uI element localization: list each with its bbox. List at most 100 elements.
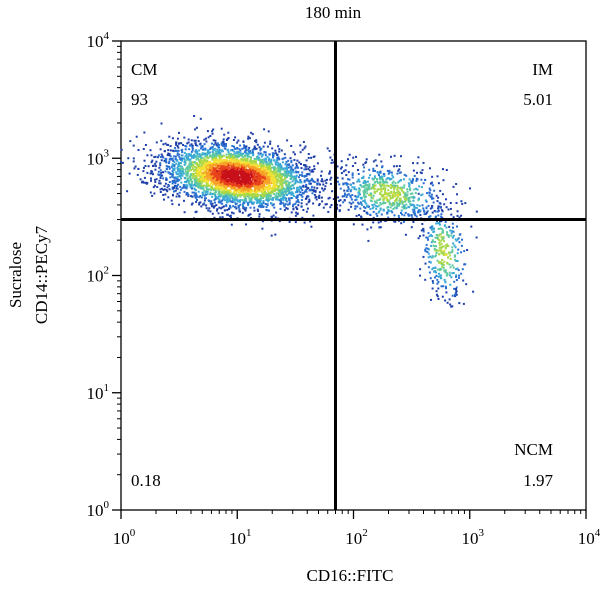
density-dot	[237, 194, 240, 197]
density-dot	[169, 173, 172, 176]
density-dot	[244, 167, 247, 169]
density-dot	[293, 187, 295, 190]
density-dot	[431, 175, 434, 178]
density-dot	[149, 191, 152, 194]
density-dot	[242, 167, 245, 169]
density-dot	[358, 187, 360, 190]
density-dot	[303, 174, 306, 177]
density-dot	[409, 200, 412, 203]
density-dot	[314, 196, 317, 199]
density-dot	[186, 177, 189, 180]
density-dot	[205, 190, 208, 193]
density-dot	[439, 240, 442, 243]
density-dot	[356, 205, 359, 208]
density-dot	[362, 200, 365, 203]
density-dot	[435, 254, 437, 257]
density-dot	[339, 187, 342, 190]
density-dot	[346, 189, 349, 192]
density-dot	[398, 165, 401, 167]
density-dot	[419, 214, 422, 216]
density-dot	[261, 190, 264, 193]
density-dot	[282, 199, 285, 202]
density-dot	[445, 287, 447, 290]
density-dot	[203, 138, 206, 141]
density-dot	[215, 209, 218, 212]
density-dot	[373, 175, 376, 178]
density-dot	[280, 164, 283, 167]
density-dot	[427, 232, 430, 235]
density-dot	[430, 193, 433, 196]
density-dot	[420, 172, 423, 175]
density-dot	[198, 165, 201, 168]
density-dot	[198, 196, 201, 199]
density-dot	[243, 190, 245, 193]
density-dot	[188, 154, 191, 157]
density-dot	[222, 173, 224, 176]
density-dot	[393, 195, 396, 198]
density-dot	[401, 189, 403, 192]
density-dot	[364, 201, 367, 204]
density-dot	[237, 175, 240, 178]
density-dot	[220, 207, 223, 210]
density-dot	[190, 155, 193, 158]
density-dot	[348, 153, 351, 156]
density-dot	[200, 164, 203, 167]
density-dot	[388, 178, 391, 181]
density-dot	[220, 181, 222, 184]
density-dot	[174, 158, 177, 161]
density-dot	[242, 199, 245, 202]
density-dot	[165, 165, 168, 168]
density-dot	[292, 171, 295, 174]
density-dot	[168, 165, 170, 168]
density-dot	[250, 131, 253, 134]
density-dot	[233, 163, 236, 166]
density-dot	[251, 173, 254, 176]
density-dot	[226, 190, 229, 193]
density-dot	[265, 199, 268, 201]
density-dot	[372, 185, 375, 188]
density-dot	[222, 166, 225, 169]
density-dot	[214, 176, 217, 179]
density-dot	[436, 295, 439, 298]
density-dot	[213, 143, 215, 146]
density-dot	[446, 233, 449, 236]
density-dot	[227, 131, 230, 134]
density-dot	[210, 203, 213, 206]
density-dot	[289, 181, 292, 184]
density-dot	[246, 164, 249, 167]
density-dot	[189, 144, 192, 147]
density-dot	[438, 249, 441, 252]
density-dot	[171, 175, 174, 178]
density-dot	[245, 148, 248, 151]
density-dot	[281, 182, 284, 185]
density-dot	[226, 162, 228, 165]
density-dot	[247, 188, 250, 191]
density-dot	[422, 182, 425, 185]
density-dot	[193, 187, 196, 190]
density-dot	[222, 180, 225, 183]
density-dot	[380, 160, 383, 163]
density-dot	[201, 174, 204, 176]
density-dot	[184, 155, 187, 158]
density-dot	[290, 145, 293, 147]
density-dot	[223, 173, 226, 176]
density-dot	[189, 184, 192, 187]
density-dot	[237, 156, 240, 159]
density-dot	[197, 169, 199, 172]
density-dot	[475, 210, 478, 213]
density-dot	[307, 179, 310, 182]
density-dot	[286, 194, 288, 196]
density-dot	[429, 277, 432, 280]
density-dot	[451, 305, 454, 308]
density-dot	[178, 168, 180, 171]
density-dot	[219, 153, 222, 156]
density-dot	[321, 178, 324, 181]
density-dot	[252, 196, 255, 199]
density-dot	[432, 281, 435, 284]
y-axis-label-line-1: Sucralose	[6, 242, 25, 308]
density-dot	[423, 213, 426, 216]
x-tick-label: 100	[113, 527, 136, 548]
density-dot	[375, 164, 378, 167]
density-dot	[221, 216, 224, 219]
density-dot	[217, 181, 219, 183]
